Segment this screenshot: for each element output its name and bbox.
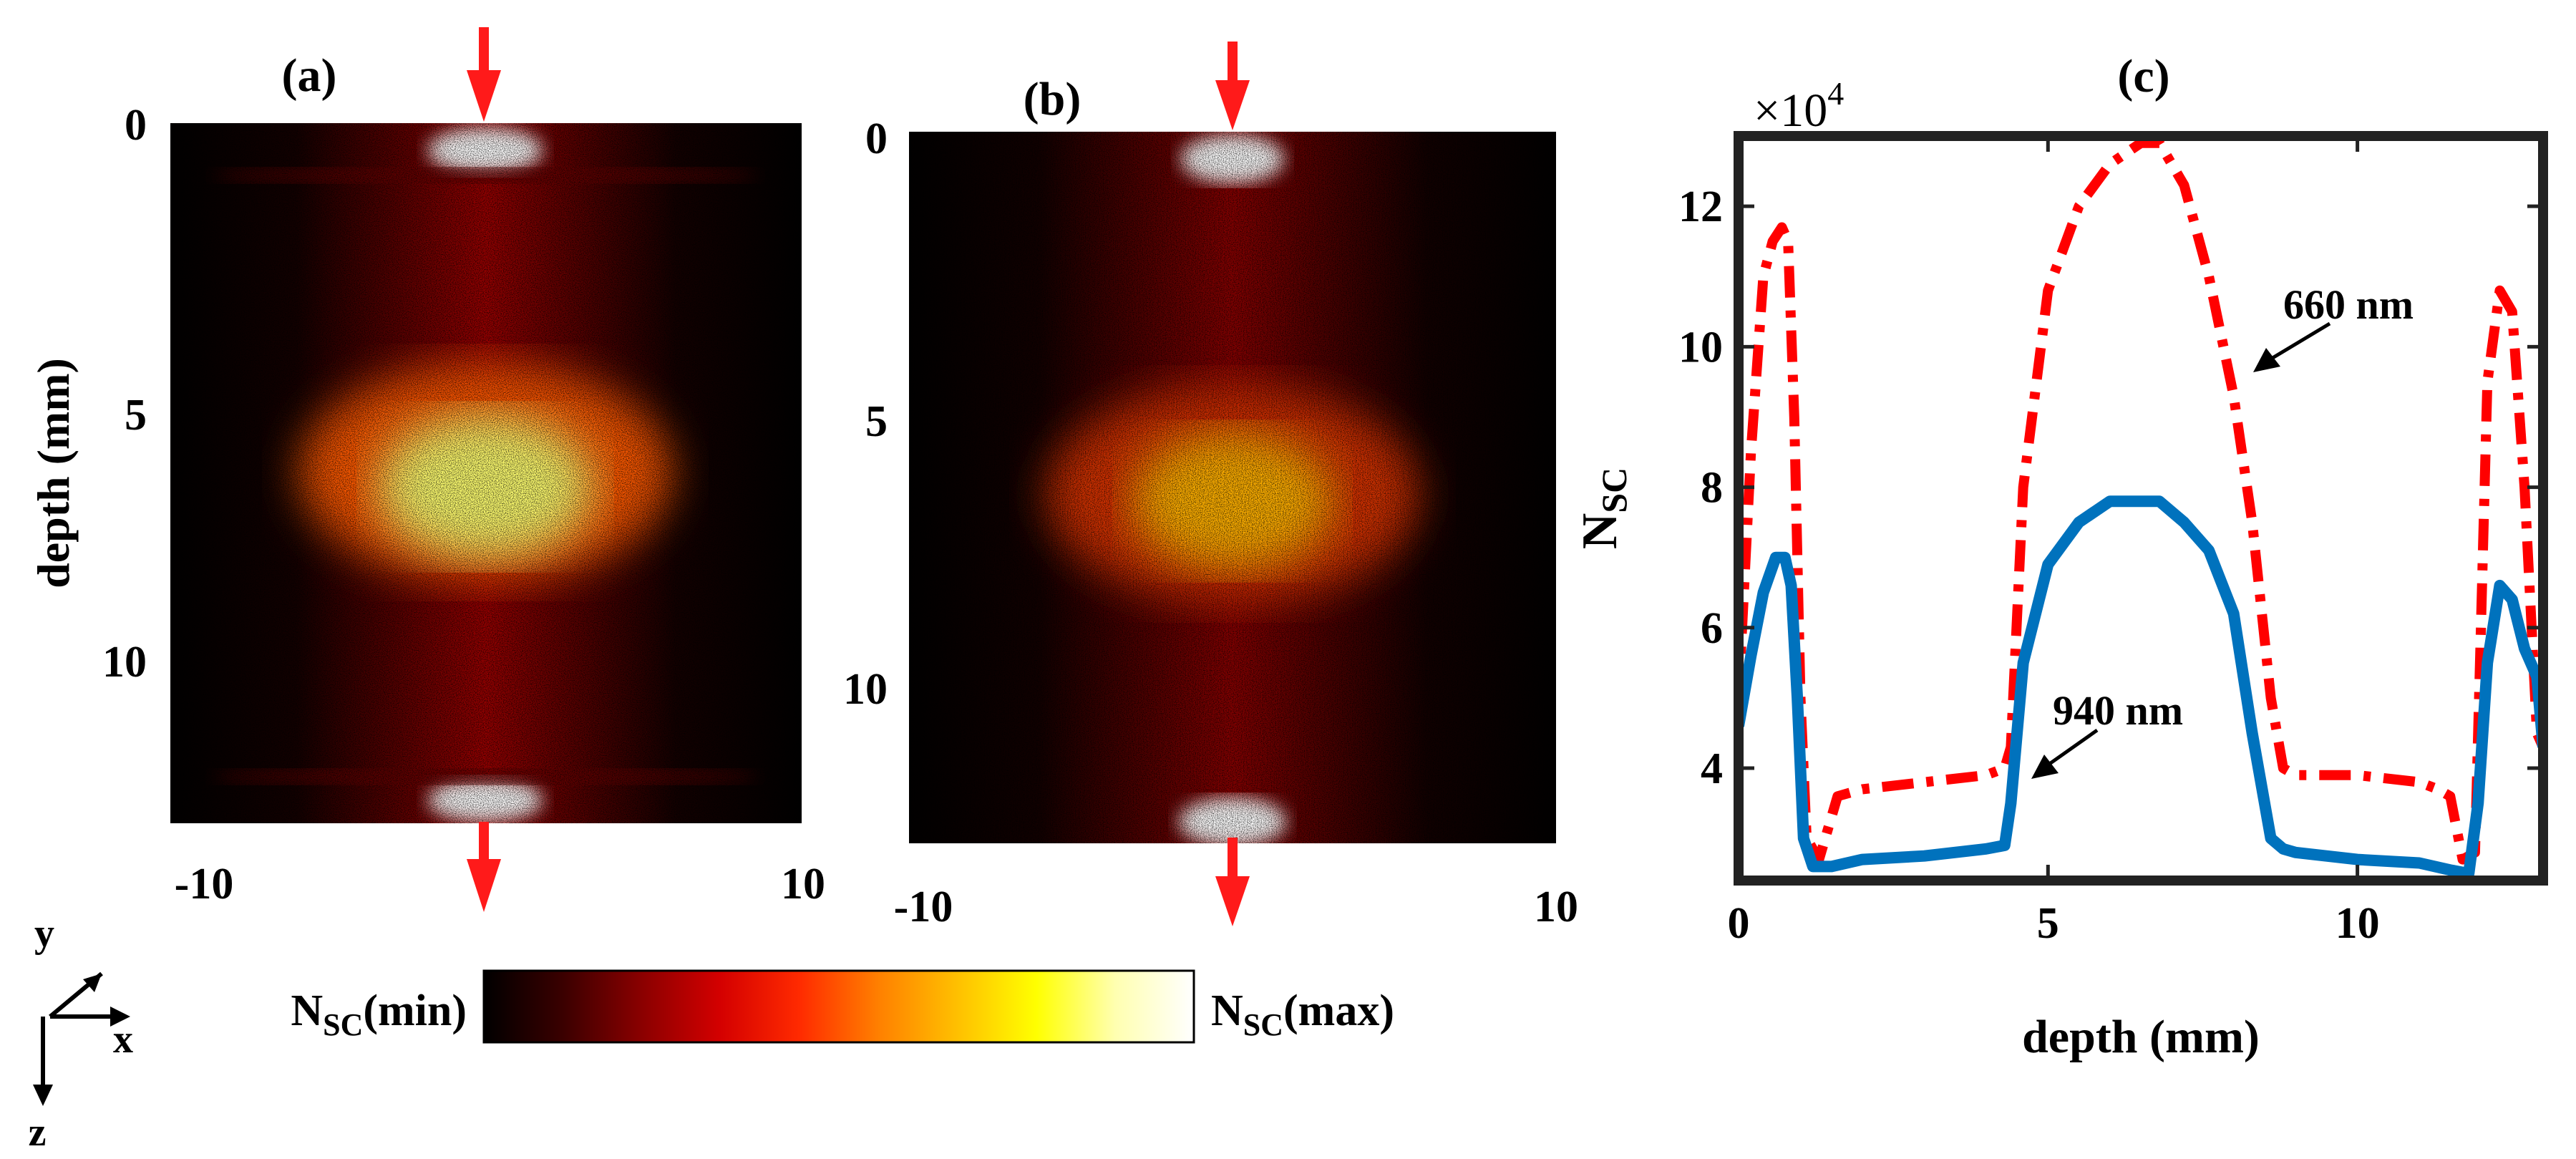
panel-b-ytick-10: 10	[843, 665, 888, 714]
annotation-arrow-icon	[2253, 321, 2331, 372]
panel-b-xtick-min: -10	[894, 883, 953, 931]
series-940nm-line	[1739, 495, 2543, 880]
down-arrow-icon	[467, 27, 501, 122]
y-tick-label: 10	[1678, 323, 1723, 372]
axes-triad-x: x	[113, 1017, 133, 1062]
panel-c-axes-box	[1734, 131, 2548, 886]
panel-a: (a) depth (mm) 0 5 10 -10 10	[28, 27, 825, 912]
colorbar-max-label: NSC(max)	[1211, 986, 1394, 1042]
x-tick-label: 5	[2037, 899, 2059, 948]
panel-a-ytick-0: 0	[125, 101, 147, 150]
annotation-660nm: 660 nm	[2283, 281, 2414, 328]
panel-b-ytick-5: 5	[865, 397, 888, 446]
y-tick-label: 6	[1701, 604, 1723, 653]
panel-a-label: (a)	[282, 49, 337, 102]
down-arrow-icon	[467, 822, 501, 912]
colorbar: NSC(min) NSC(max)	[291, 969, 1394, 1044]
panel-c: 0 5 10 4 6 8 10 12 (c) ×104 NSC depth (mm) 660 …	[1573, 50, 2548, 1063]
axes-triad-z: z	[29, 1110, 47, 1155]
panel-b-label: (b)	[1024, 73, 1082, 125]
panel-a-heatmap	[170, 123, 802, 823]
down-arrow-icon	[1215, 42, 1250, 130]
panel-a-ylabel: depth (mm)	[28, 358, 79, 588]
panel-b-ytick-0: 0	[865, 115, 888, 163]
panel-c-plot	[1739, 137, 2543, 880]
panel-b-heatmap	[909, 132, 1556, 843]
x-tick-label: 0	[1728, 899, 1750, 948]
panel-a-ytick-5: 5	[125, 391, 147, 440]
panel-c-multiplier: ×104	[1754, 75, 1844, 137]
panel-c-ticks: 0 5 10 4 6 8 10 12	[1678, 136, 2543, 948]
panel-a-xtick-max: 10	[781, 860, 825, 908]
y-tick-label: 4	[1701, 745, 1723, 793]
panel-b-xtick-max: 10	[1534, 883, 1578, 931]
colorbar-gradient	[482, 969, 1195, 1044]
panel-c-xlabel: depth (mm)	[2022, 1011, 2260, 1063]
panel-a-xtick-min: -10	[175, 860, 234, 908]
annotation-arrow-icon	[2031, 728, 2099, 779]
annotation-940nm: 940 nm	[2053, 687, 2183, 734]
panel-c-ylabel: NSC	[1573, 467, 1634, 549]
panel-a-ytick-10: 10	[102, 638, 147, 687]
xyz-axes-icon	[33, 971, 130, 1106]
colorbar-min-label: NSC(min)	[291, 986, 467, 1042]
y-tick-label: 8	[1701, 464, 1723, 513]
axes-triad-y: y	[34, 911, 54, 956]
x-tick-label: 10	[2336, 899, 2380, 948]
y-tick-label: 12	[1678, 183, 1723, 231]
panel-b: (b) 0 5 10 -10 10	[843, 42, 1578, 931]
down-arrow-icon	[1215, 838, 1250, 926]
panel-c-title: (c)	[2117, 50, 2169, 102]
